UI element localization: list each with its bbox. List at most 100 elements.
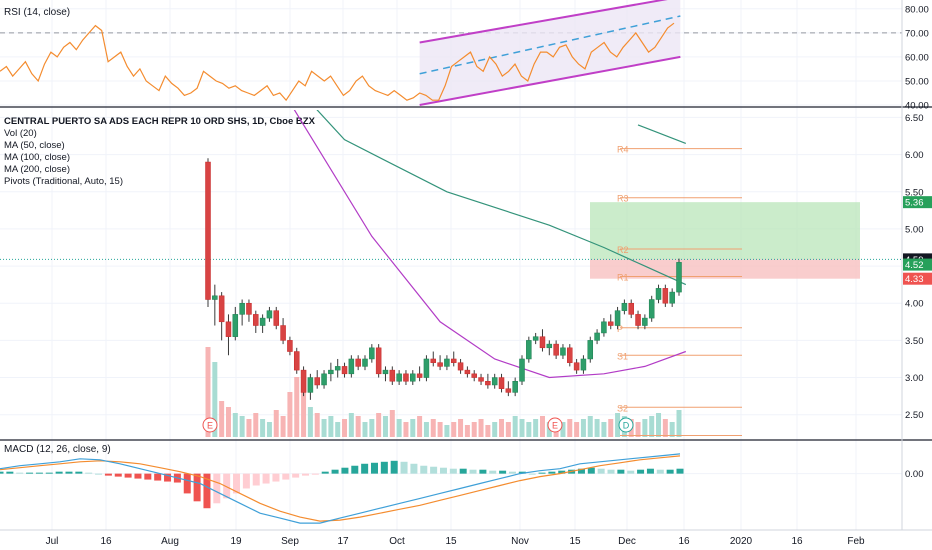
volume-bar <box>239 416 245 437</box>
volume-bar <box>294 377 300 437</box>
macd-histogram-bar <box>272 473 280 482</box>
macd-histogram-bar <box>380 461 388 474</box>
volume-bar <box>314 413 320 437</box>
ma100-legend[interactable]: MA (100, close) <box>4 152 70 163</box>
macd-histogram-bar <box>538 472 546 474</box>
macd-histogram-bar <box>361 463 369 474</box>
candle-body <box>532 336 539 341</box>
price-tick-label: 6.00 <box>905 150 924 161</box>
time-tick-label: Nov <box>511 536 529 547</box>
time-tick-label: 15 <box>445 536 457 547</box>
candle-body <box>266 310 273 319</box>
macd-histogram-bar <box>597 468 605 474</box>
macd-histogram-bar <box>292 473 300 478</box>
volume-bar <box>355 416 361 437</box>
time-tick-label: 16 <box>678 536 690 547</box>
candle-body <box>410 373 416 382</box>
event-marker <box>618 417 634 433</box>
macd-line <box>0 453 681 524</box>
price-tick-label: 2.50 <box>905 410 924 421</box>
macd-histogram-bar <box>449 468 457 474</box>
candle-body <box>607 321 614 326</box>
candle-body <box>621 302 628 311</box>
candle-body <box>348 358 355 375</box>
candle-body <box>505 388 512 393</box>
volume-bar <box>560 422 566 437</box>
candle-body <box>471 373 477 378</box>
candle-body <box>253 314 259 326</box>
price-tick-label: 4.00 <box>905 299 924 310</box>
symbol-legend[interactable]: CENTRAL PUERTO SA ADS EACH REPR 10 ORD S… <box>4 116 316 127</box>
price-label-text: 4.33 <box>905 274 924 285</box>
macd-signal-line <box>0 455 681 522</box>
volume-bar <box>430 419 436 437</box>
macd-histogram-bar <box>370 462 378 474</box>
event-marker-label: E <box>207 421 213 431</box>
ma200-legend[interactable]: MA (200, close) <box>4 164 70 175</box>
volume-bar <box>458 419 464 437</box>
pivot-label: R2 <box>617 245 629 255</box>
candle-body <box>389 369 396 382</box>
volume-bar <box>608 419 614 437</box>
event-marker-label: E <box>552 421 558 431</box>
rsi-tick-label: 80.00 <box>905 4 929 15</box>
candle-body <box>587 340 594 360</box>
candle-body <box>546 343 553 349</box>
macd-histogram-bar <box>637 469 645 474</box>
macd-histogram-bar <box>134 473 142 479</box>
price-tick-label: 3.00 <box>905 373 924 384</box>
candle-body <box>573 362 580 371</box>
candle-body <box>218 295 225 323</box>
volume-bar <box>587 416 593 437</box>
volume-bar <box>512 416 518 437</box>
candle-body <box>232 314 239 337</box>
candle-body <box>450 358 457 363</box>
macd-histogram-bar <box>528 473 536 475</box>
candle-body <box>334 366 341 371</box>
volume-bar <box>348 413 354 437</box>
volume-bar <box>451 422 457 437</box>
candle-body <box>430 358 437 363</box>
ma50-legend[interactable]: MA (50, close) <box>4 140 65 151</box>
macd-histogram-bar <box>420 465 428 474</box>
price-tick-label: 5.50 <box>905 187 924 198</box>
candle-body <box>539 336 546 349</box>
macd-histogram-bar <box>646 468 654 474</box>
macd-histogram-bar <box>154 473 162 481</box>
volume-bar <box>328 416 334 437</box>
volume-bar <box>266 422 272 437</box>
candle-body <box>648 299 655 319</box>
candle-body <box>205 161 211 300</box>
time-tick-label: Sep <box>281 536 299 547</box>
candle-body <box>655 288 662 300</box>
pivot-label: S2 <box>617 403 628 413</box>
candle-body <box>362 358 368 367</box>
pivots-legend[interactable]: Pivots (Traditional, Auto, 15) <box>4 176 123 187</box>
candle-body <box>444 358 450 367</box>
candle-body <box>642 317 648 326</box>
time-tick-label: Feb <box>847 536 865 547</box>
time-axis[interactable]: Jul 16 Aug 19 Sep 17 Oct 15 Nov 15 Dec 16 2020 16 Feb <box>46 536 865 547</box>
volume-bar <box>205 347 211 437</box>
volume-bar <box>464 425 470 437</box>
vol-legend[interactable]: Vol (20) <box>4 128 37 139</box>
candle-body <box>485 381 491 386</box>
time-tick-label: 16 <box>791 536 803 547</box>
volume-bar <box>321 419 327 437</box>
time-tick-label: 17 <box>337 536 349 547</box>
macd-histogram-bar <box>666 469 674 474</box>
event-marker <box>202 417 218 433</box>
volume-bar <box>635 422 641 437</box>
volume-bar <box>642 419 648 437</box>
volume-bar <box>601 422 607 437</box>
candle-body <box>307 377 314 393</box>
macd-histogram-bar <box>656 469 664 474</box>
candle-body <box>225 321 232 337</box>
candle-body <box>594 332 600 341</box>
macd-histogram-bar <box>587 467 595 474</box>
rsi-legend: RSI (14, close) <box>4 7 70 18</box>
ma-green-line <box>316 110 687 286</box>
candle-body <box>560 347 566 356</box>
volume-bar <box>369 419 375 437</box>
